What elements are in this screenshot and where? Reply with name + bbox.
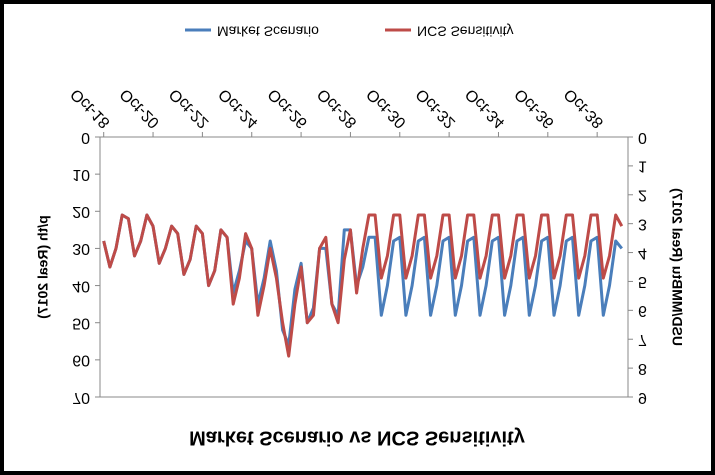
y2-axis-title: USD/MMBtu (Real 2017) xyxy=(669,188,685,346)
y-tick-label: 20 xyxy=(72,203,90,220)
y-tick-label: 40 xyxy=(72,277,90,294)
y2-tick-label: 9 xyxy=(638,389,647,406)
y2-tick-label: 7 xyxy=(638,331,647,348)
y2-tick-label: 3 xyxy=(638,215,647,232)
y-tick-label: 70 xyxy=(72,389,90,406)
y2-tick-label: 8 xyxy=(638,360,647,377)
y-tick-label: 10 xyxy=(72,166,90,183)
y2-tick-label: 1 xyxy=(638,158,647,175)
y-tick-label: 0 xyxy=(81,129,90,146)
y2-tick-label: 6 xyxy=(638,302,647,319)
y2-tick-label: 2 xyxy=(638,187,647,204)
y2-tick-label: 0 xyxy=(638,129,647,146)
series-line xyxy=(102,213,624,358)
y2-tick-label: 5 xyxy=(638,273,647,290)
y-axis-title: p/th (Real 2017) xyxy=(35,215,51,318)
y2-tick-label: 4 xyxy=(638,244,647,261)
legend-label: NCS Sensitivity xyxy=(417,23,513,39)
y-tick-label: 30 xyxy=(72,240,90,257)
chart-title: Market Scenario vs NCS Sensitivity xyxy=(189,427,526,449)
y-tick-label: 60 xyxy=(72,352,90,369)
y-tick-label: 50 xyxy=(72,314,90,331)
legend-label: Market Scenario xyxy=(217,23,319,39)
